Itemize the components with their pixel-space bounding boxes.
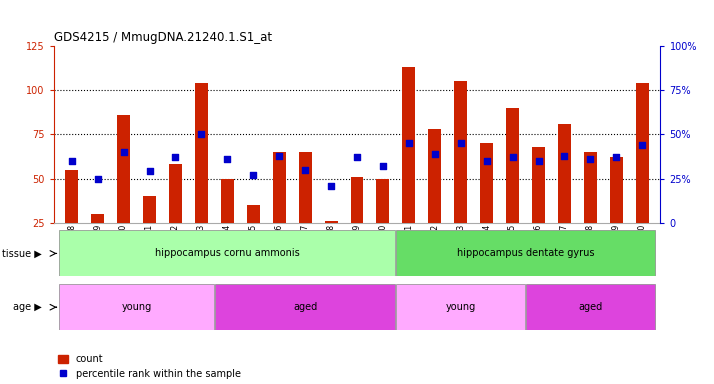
Legend: count, percentile rank within the sample: count, percentile rank within the sample [59, 354, 241, 379]
Text: aged: aged [293, 302, 317, 312]
Point [637, 142, 648, 148]
Bar [396, 230, 655, 276]
Bar [526, 284, 655, 330]
Bar [273, 152, 286, 223]
Bar [454, 81, 467, 223]
Point [118, 149, 129, 155]
Text: hippocampus dentate gyrus: hippocampus dentate gyrus [457, 248, 594, 258]
Bar [325, 221, 338, 223]
Point [92, 175, 104, 182]
Bar [506, 108, 519, 223]
Point [481, 158, 493, 164]
Point [403, 140, 415, 146]
Point [585, 156, 596, 162]
Bar [215, 284, 396, 330]
Bar [59, 284, 213, 330]
Bar [143, 196, 156, 223]
Bar [169, 164, 182, 223]
Point [221, 156, 233, 162]
Point [144, 169, 155, 175]
Bar [351, 177, 363, 223]
Point [66, 158, 77, 164]
Text: young: young [121, 302, 151, 312]
Bar [117, 115, 130, 223]
Point [429, 151, 441, 157]
Point [326, 182, 337, 189]
Bar [298, 152, 311, 223]
Bar [195, 83, 208, 223]
Bar [532, 147, 545, 223]
Point [610, 154, 622, 161]
Point [533, 158, 544, 164]
Bar [558, 124, 571, 223]
Bar [376, 179, 389, 223]
Bar [247, 205, 260, 223]
Text: aged: aged [578, 302, 603, 312]
Bar [396, 284, 525, 330]
Point [170, 154, 181, 161]
Point [351, 154, 363, 161]
Bar [91, 214, 104, 223]
Text: young: young [446, 302, 476, 312]
Point [273, 152, 285, 159]
Bar [610, 157, 623, 223]
Point [507, 154, 518, 161]
Bar [584, 152, 597, 223]
Text: hippocampus cornu ammonis: hippocampus cornu ammonis [155, 248, 300, 258]
Point [455, 140, 466, 146]
Text: age ▶: age ▶ [13, 302, 41, 312]
Point [196, 131, 207, 137]
Bar [403, 67, 416, 223]
Bar [221, 179, 233, 223]
Bar [635, 83, 649, 223]
Point [559, 152, 570, 159]
Bar [59, 230, 396, 276]
Text: tissue ▶: tissue ▶ [1, 248, 41, 258]
Point [377, 163, 388, 169]
Point [248, 172, 259, 178]
Bar [428, 129, 441, 223]
Point [299, 167, 311, 173]
Bar [65, 170, 79, 223]
Bar [481, 143, 493, 223]
Text: GDS4215 / MmugDNA.21240.1.S1_at: GDS4215 / MmugDNA.21240.1.S1_at [54, 30, 271, 43]
